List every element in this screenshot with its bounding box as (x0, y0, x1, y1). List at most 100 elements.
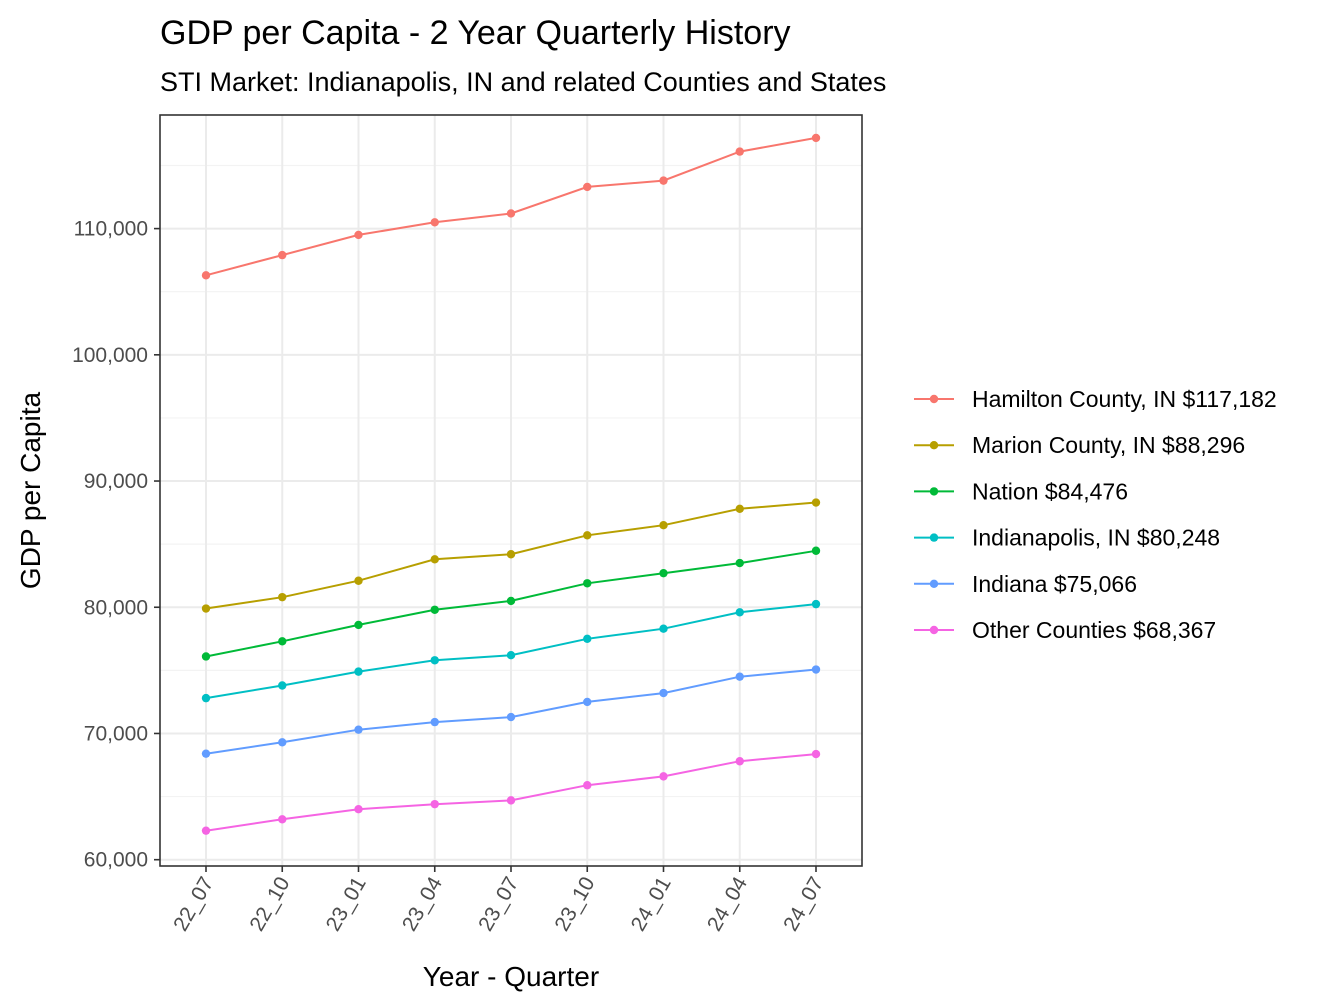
chart-title: GDP per Capita - 2 Year Quarterly Histor… (160, 14, 791, 52)
data-point (506, 209, 516, 218)
data-point (201, 826, 211, 835)
data-point (659, 568, 668, 578)
data-point (659, 772, 668, 781)
axes: 60,000 70,000 80,000 90,000 100,000 110,000 22… (72, 218, 828, 935)
legend-key-point (929, 625, 939, 635)
x-tick-label: 22_10 (245, 873, 294, 935)
data-point (735, 558, 744, 568)
data-point (735, 608, 744, 617)
y-tick-label: 100,000 (72, 344, 148, 367)
y-tick-label: 80,000 (84, 596, 148, 619)
x-tick-label: 23_04 (398, 873, 447, 935)
data-point (278, 250, 287, 260)
data-point (354, 805, 363, 814)
legend-item: Other Counties $68,367 (914, 617, 1216, 643)
legend: Hamilton County, IN $117,182 Marion Count… (914, 386, 1277, 643)
data-point (278, 637, 287, 646)
data-point (201, 604, 211, 613)
data-point (506, 550, 516, 559)
legend-label: Other Counties $68,367 (972, 617, 1216, 643)
data-point (201, 693, 211, 703)
data-point (583, 781, 592, 790)
data-point (506, 796, 516, 805)
x-tick-label: 24_01 (627, 873, 676, 935)
x-tick-label: 23_01 (322, 873, 371, 935)
series-0 (201, 133, 821, 280)
chart-subtitle: STI Market: Indianapolis, IN and related… (160, 67, 886, 97)
x-tick-label: 23_10 (550, 873, 599, 935)
data-point (354, 620, 363, 630)
data-point (735, 504, 744, 514)
data-point (659, 521, 668, 530)
data-point (735, 672, 744, 681)
data-point (811, 498, 821, 507)
data-point (201, 749, 211, 758)
series-3 (201, 599, 821, 703)
data-point (430, 799, 439, 809)
series-2 (201, 546, 821, 661)
legend-item: Indianapolis, IN $80,248 (914, 525, 1220, 551)
data-point (201, 652, 211, 661)
data-point (278, 738, 287, 747)
legend-key-point (929, 533, 939, 542)
data-point (583, 634, 592, 644)
data-point (278, 681, 287, 690)
data-point (430, 555, 439, 564)
legend-key-point (929, 487, 939, 496)
x-axis-title: Year - Quarter (423, 961, 599, 992)
legend-label: Nation $84,476 (972, 478, 1128, 504)
legend-label: Marion County, IN $88,296 (972, 432, 1245, 458)
data-point (735, 147, 744, 156)
series-4 (201, 665, 821, 758)
legend-key-point (929, 441, 939, 450)
x-tick-label: 22_07 (169, 873, 218, 935)
y-axis-title: GDP per Capita (15, 392, 46, 590)
data-point (430, 218, 439, 227)
y-tick-label: 90,000 (84, 470, 148, 493)
data-point (506, 596, 516, 606)
data-point (430, 605, 439, 614)
data-point (354, 667, 363, 676)
legend-label: Indiana $75,066 (972, 571, 1137, 597)
data-point (583, 182, 592, 192)
data-point (583, 531, 592, 540)
data-point (506, 712, 516, 722)
data-point (659, 624, 668, 633)
legend-label: Indianapolis, IN $80,248 (972, 525, 1220, 551)
data-point (506, 651, 516, 660)
data-point (811, 546, 821, 555)
y-tick-label: 110,000 (74, 218, 148, 241)
series-layer (201, 133, 821, 835)
legend-item: Marion County, IN $88,296 (914, 432, 1245, 458)
data-point (430, 656, 439, 665)
data-point (811, 599, 821, 609)
data-point (811, 665, 821, 674)
x-tick-label: 23_07 (474, 873, 523, 935)
data-point (811, 133, 821, 143)
data-point (659, 176, 668, 185)
grid (160, 115, 862, 866)
legend-item: Indiana $75,066 (914, 571, 1137, 597)
data-point (811, 749, 821, 759)
data-point (659, 688, 668, 698)
data-point (583, 579, 592, 588)
data-point (354, 576, 363, 585)
data-point (430, 717, 439, 727)
legend-item: Hamilton County, IN $117,182 (914, 386, 1277, 412)
legend-item: Nation $84,476 (914, 478, 1128, 504)
series-5 (201, 749, 821, 835)
legend-key-point (929, 579, 939, 588)
legend-key-point (929, 394, 939, 404)
data-point (583, 697, 592, 707)
y-tick-label: 60,000 (84, 849, 148, 872)
x-tick-label: 24_04 (703, 873, 752, 935)
series-1 (201, 498, 821, 613)
data-point (354, 725, 363, 734)
data-point (278, 592, 287, 602)
data-point (278, 815, 287, 824)
y-tick-label: 70,000 (84, 722, 148, 745)
data-point (735, 757, 744, 766)
legend-label: Hamilton County, IN $117,182 (972, 386, 1277, 412)
x-tick-label: 24_07 (779, 873, 828, 935)
